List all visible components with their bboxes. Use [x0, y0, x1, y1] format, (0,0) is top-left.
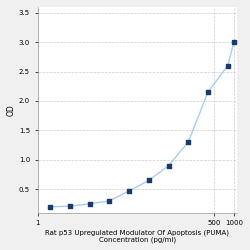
- Point: [127, 189, 131, 193]
- X-axis label: Rat p53 Upregulated Modulator Of Apoptosis (PUMA)
Concentration (pg/ml): Rat p53 Upregulated Modulator Of Apoptos…: [45, 229, 229, 243]
- Point: [186, 140, 190, 144]
- Point: [226, 64, 230, 68]
- Point: [166, 164, 170, 168]
- Point: [147, 178, 151, 182]
- Point: [68, 204, 72, 208]
- Point: [48, 205, 52, 209]
- Point: [206, 90, 210, 94]
- Point: [88, 202, 92, 206]
- Y-axis label: OD: OD: [7, 104, 16, 116]
- Point: [108, 199, 112, 203]
- Point: [232, 40, 236, 44]
